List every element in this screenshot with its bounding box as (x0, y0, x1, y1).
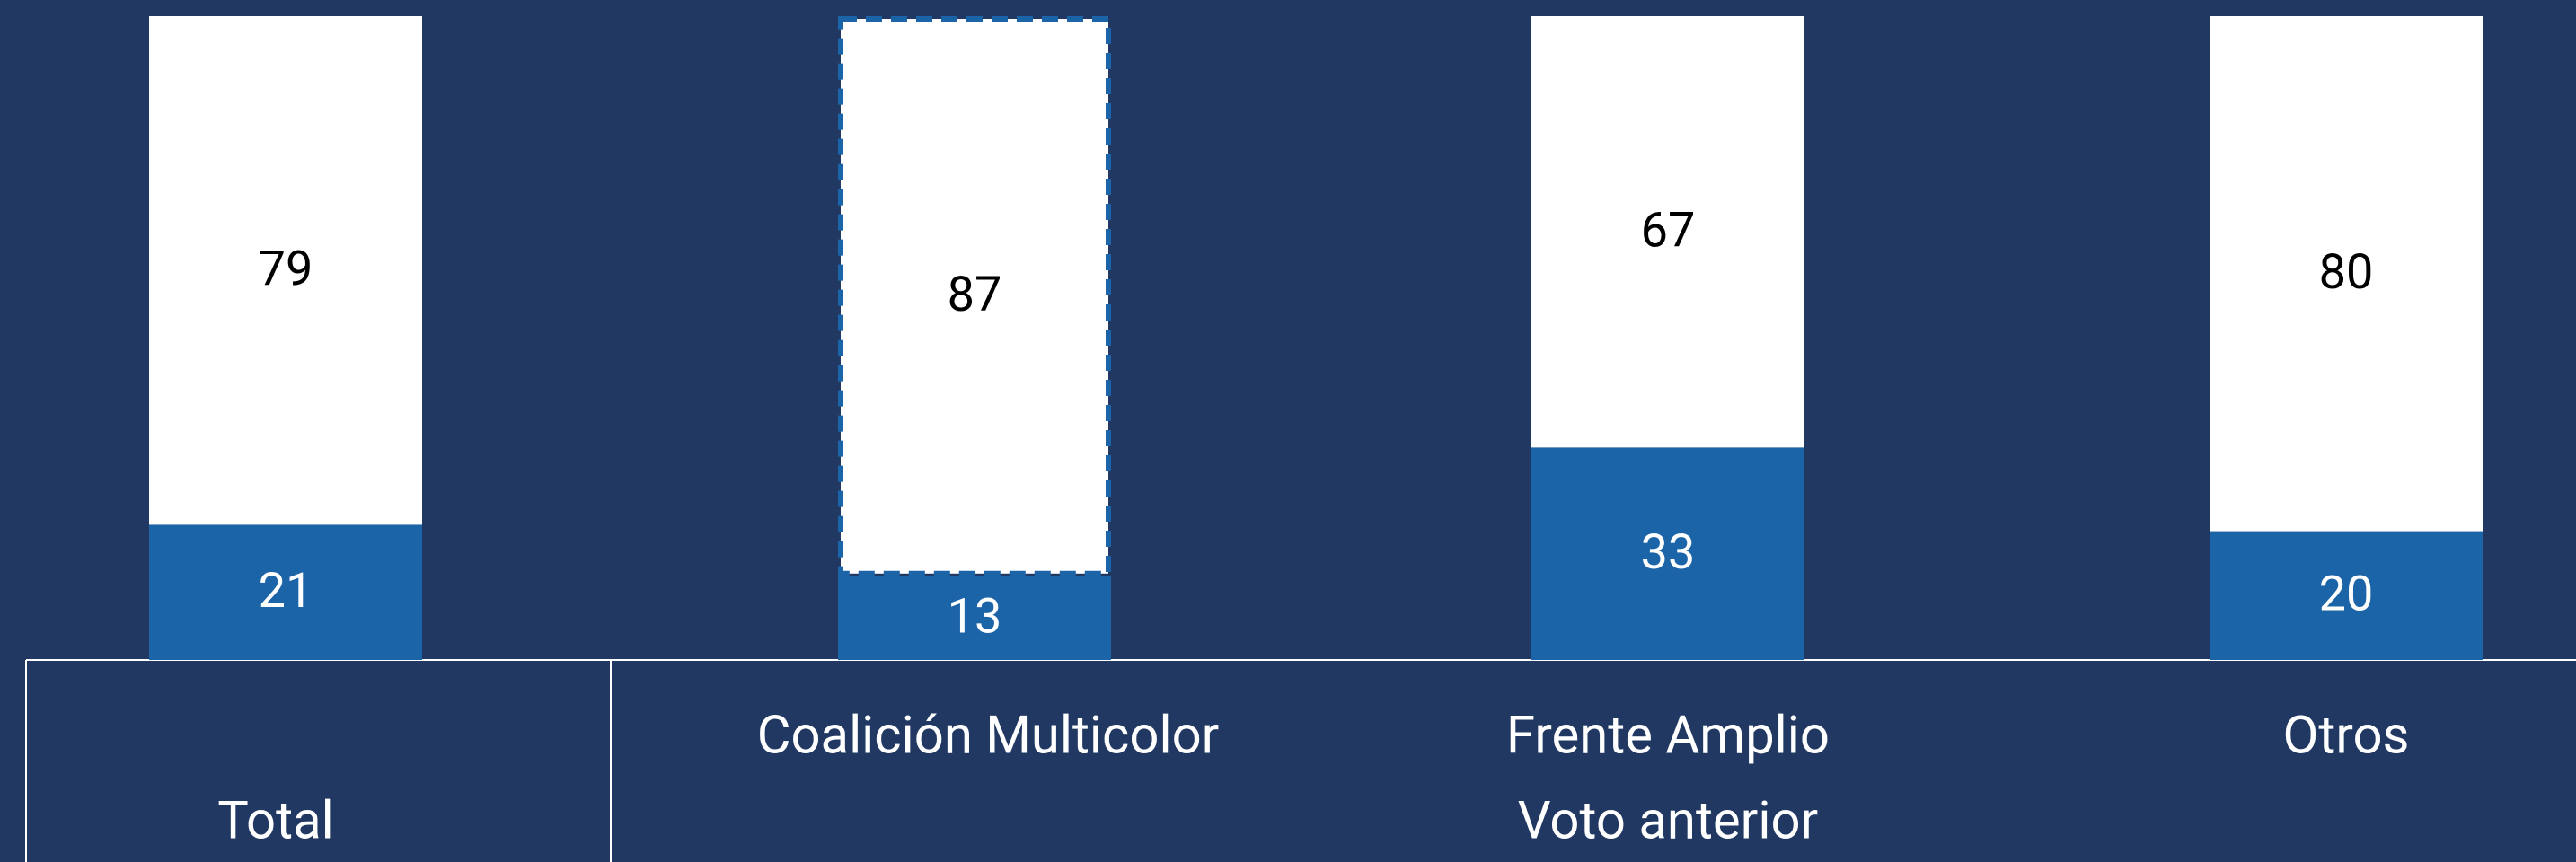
category-label: Total (217, 790, 334, 851)
category-label: Frente Amplio (1506, 705, 1830, 766)
bar-segment (838, 16, 1111, 576)
value-label: 33 (1641, 524, 1696, 581)
bar-segment (2210, 16, 2483, 532)
value-label: 87 (948, 267, 1002, 323)
group-label: Voto anterior (1518, 790, 1818, 851)
value-label: 67 (1641, 202, 1696, 259)
value-label: 13 (948, 589, 1002, 646)
category-label: Otros (2283, 705, 2410, 766)
bar-segment (149, 16, 422, 525)
value-label: 79 (259, 241, 313, 297)
bar-segment (838, 576, 1111, 660)
bar-segment (149, 524, 422, 660)
bar-segment (2210, 531, 2483, 660)
value-label: 80 (2319, 244, 2374, 301)
category-label: Coalición Multicolor (757, 705, 1220, 766)
bar-segment (1531, 447, 1804, 660)
bar-segment (1531, 16, 1804, 448)
value-label: 21 (259, 563, 313, 620)
value-label: 20 (2319, 567, 2374, 623)
